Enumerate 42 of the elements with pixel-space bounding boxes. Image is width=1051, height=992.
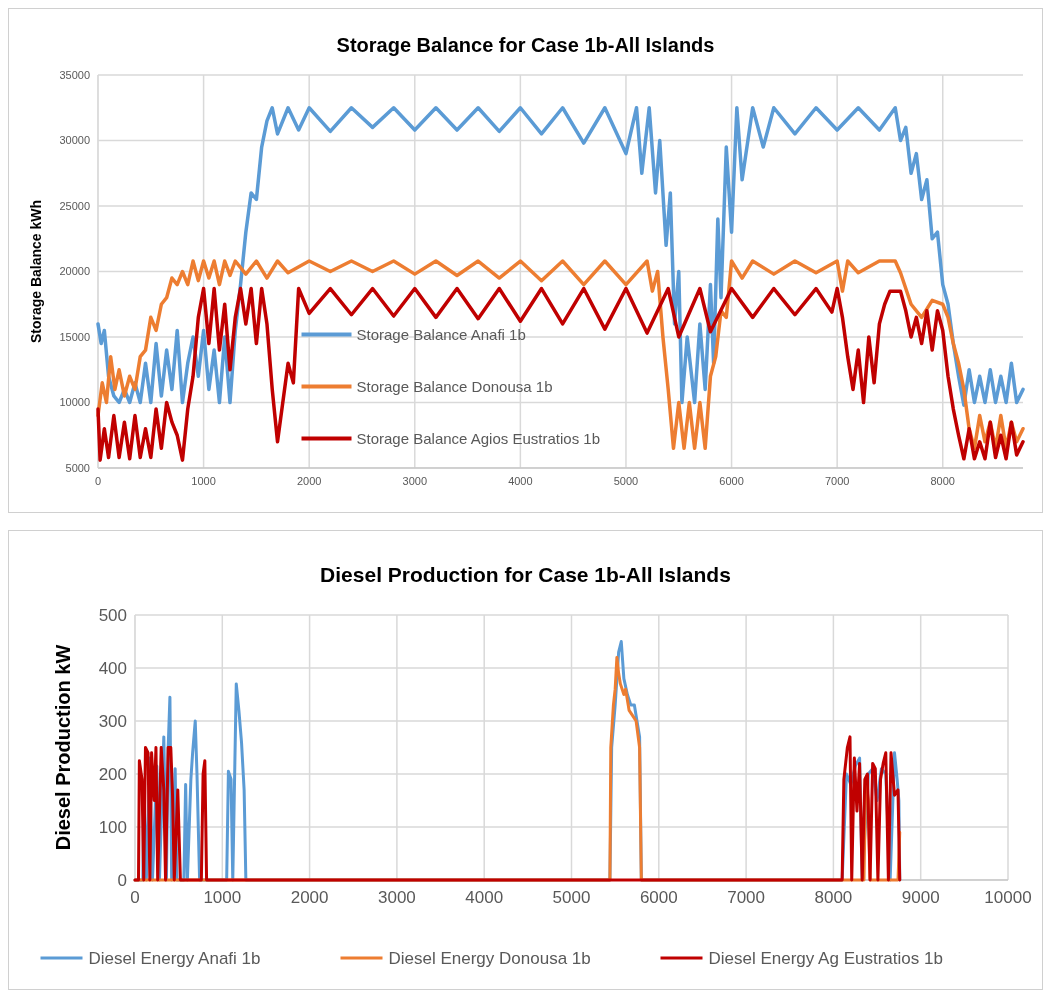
x-tick-label: 1000 xyxy=(191,475,216,487)
x-tick-label: 7000 xyxy=(824,475,850,487)
x-tick-label: 5000 xyxy=(552,888,591,907)
x-tick-label: 7000 xyxy=(727,888,766,907)
x-tick-label: 2000 xyxy=(296,475,322,487)
y-tick-label: 5000 xyxy=(65,461,90,474)
y-tick-label: 400 xyxy=(98,658,127,678)
legend-label: Storage Balance Donousa 1b xyxy=(356,378,553,396)
x-tick-label: 8000 xyxy=(814,888,853,907)
y-tick-label: 25000 xyxy=(59,199,90,212)
x-tick-label: 2000 xyxy=(290,888,329,907)
legend-label: Storage Balance Agios Eustratios 1b xyxy=(356,430,600,448)
x-tick-label: 9000 xyxy=(901,888,940,907)
x-tick-label: 3000 xyxy=(402,475,428,487)
y-tick-label: 0 xyxy=(117,870,127,890)
y-axis-title: Diesel Production kW xyxy=(52,644,74,851)
x-tick-label: 4000 xyxy=(508,475,533,487)
legend-label: Diesel Energy Anafi 1b xyxy=(88,949,261,968)
x-tick-label: 1000 xyxy=(203,888,242,907)
x-tick-label: 10000 xyxy=(984,888,1032,907)
x-tick-label: 3000 xyxy=(377,888,416,907)
legend-label: Diesel Energy Donousa 1b xyxy=(388,949,591,968)
y-tick-label: 500 xyxy=(98,605,127,625)
y-tick-label: 30000 xyxy=(59,134,90,147)
x-tick-label: 4000 xyxy=(465,888,504,907)
y-tick-label: 300 xyxy=(98,711,127,731)
y-tick-label: 200 xyxy=(98,764,127,784)
x-tick-label: 0 xyxy=(130,888,140,907)
x-tick-label: 8000 xyxy=(930,475,955,487)
y-tick-label: 100 xyxy=(98,817,127,837)
x-tick-label: 5000 xyxy=(613,475,639,487)
x-tick-label: 6000 xyxy=(719,475,744,487)
legend-label: Storage Balance Anafi 1b xyxy=(356,326,526,344)
y-tick-label: 10000 xyxy=(59,396,90,409)
legend-label: Diesel Energy Ag Eustratios 1b xyxy=(708,949,943,968)
chart-title: Storage Balance for Case 1b-All Islands xyxy=(336,34,715,56)
chart-title: Diesel Production for Case 1b-All Islands xyxy=(320,563,731,586)
y-tick-label: 15000 xyxy=(59,330,90,343)
y-tick-label: 35000 xyxy=(59,68,90,81)
y-tick-label: 20000 xyxy=(59,265,90,278)
x-tick-label: 6000 xyxy=(639,888,678,907)
y-axis-title: Storage Balance kWh xyxy=(28,199,44,344)
